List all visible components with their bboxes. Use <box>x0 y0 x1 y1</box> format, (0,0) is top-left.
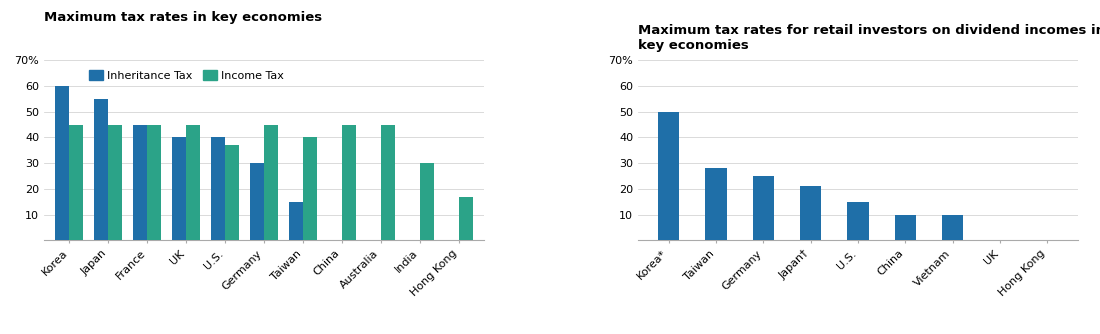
Bar <box>172 137 186 240</box>
Bar <box>264 125 278 240</box>
Bar <box>459 197 473 240</box>
Bar <box>894 215 916 240</box>
Bar <box>800 186 822 240</box>
Bar <box>381 125 395 240</box>
Bar <box>147 125 162 240</box>
Bar <box>250 163 264 240</box>
Bar <box>342 125 356 240</box>
Bar <box>302 137 317 240</box>
Bar <box>289 202 302 240</box>
Text: Maximum tax rates for retail investors on dividend incomes in
key economies: Maximum tax rates for retail investors o… <box>638 24 1100 52</box>
Legend: Inheritance Tax, Income Tax: Inheritance Tax, Income Tax <box>85 66 288 86</box>
Bar <box>752 176 774 240</box>
Bar <box>69 125 84 240</box>
Bar <box>942 215 964 240</box>
Bar <box>108 125 122 240</box>
Bar <box>847 202 869 240</box>
Bar <box>95 99 108 240</box>
Bar <box>55 86 69 240</box>
Bar <box>186 125 200 240</box>
Text: Maximum tax rates in key economies: Maximum tax rates in key economies <box>44 11 322 24</box>
Bar <box>226 145 239 240</box>
Bar <box>420 163 433 240</box>
Bar <box>705 168 727 240</box>
Bar <box>133 125 147 240</box>
Bar <box>211 137 226 240</box>
Bar <box>658 112 680 240</box>
